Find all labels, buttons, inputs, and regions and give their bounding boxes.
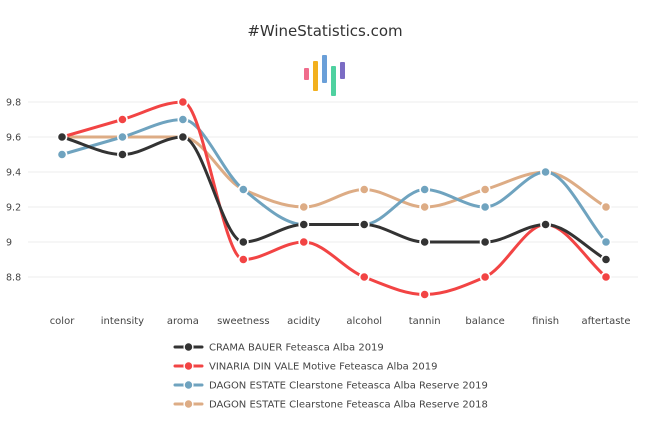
y-tick-label-9-8: 9.8 bbox=[6, 98, 21, 109]
x-tick-label-aftertaste: aftertaste bbox=[582, 316, 631, 327]
y-tick-label-9-4: 9.4 bbox=[6, 168, 21, 179]
point-3-aftertaste[interactable] bbox=[600, 236, 612, 248]
point-1-finish[interactable] bbox=[540, 219, 551, 230]
y-axis: 9.8 9.6 9.4 9.2 9 8.8 bbox=[6, 98, 21, 284]
x-tick-label-sweetness: sweetness bbox=[217, 316, 270, 327]
grid bbox=[28, 101, 638, 278]
x-tick-label-aroma: aroma bbox=[167, 316, 199, 327]
point-1-tannin[interactable] bbox=[419, 236, 431, 248]
point-1-balance[interactable] bbox=[479, 236, 491, 248]
point-4-acidity[interactable] bbox=[298, 201, 310, 213]
point-4-tannin[interactable] bbox=[419, 201, 431, 213]
series-1-crama-bauer-feteasca-alba-2019 bbox=[56, 131, 612, 265]
point-3-color[interactable] bbox=[56, 149, 68, 160]
legend-swatch-marker-2 bbox=[183, 360, 194, 372]
point-3-balance[interactable] bbox=[479, 201, 491, 213]
point-2-alcohol[interactable] bbox=[358, 271, 370, 283]
legend-item-2[interactable]: VINARIA DIN VALE Motive Feteasca Alba 20… bbox=[173, 360, 437, 373]
x-tick-label-balance: balance bbox=[465, 316, 504, 327]
x-tick-label-tannin: tannin bbox=[409, 316, 441, 327]
point-2-aroma[interactable] bbox=[177, 96, 189, 108]
point-1-acidity[interactable] bbox=[298, 219, 310, 230]
y-tick-label-9-6: 9.6 bbox=[6, 133, 21, 144]
legend-label-2: VINARIA DIN VALE Motive Feteasca Alba 20… bbox=[209, 362, 437, 373]
logo-bar-2 bbox=[313, 61, 318, 91]
legend-swatch-marker-4 bbox=[183, 398, 194, 410]
point-2-balance[interactable] bbox=[479, 271, 491, 283]
point-3-finish[interactable] bbox=[540, 166, 551, 178]
x-tick-label-finish: finish bbox=[532, 316, 559, 327]
point-1-aroma[interactable] bbox=[177, 131, 189, 143]
legend-item-3[interactable]: DAGON ESTATE Clearstone Feteasca Alba Re… bbox=[173, 379, 488, 392]
x-tick-label-alcohol: alcohol bbox=[346, 316, 382, 327]
x-tick-label-color: color bbox=[50, 316, 76, 327]
point-4-alcohol[interactable] bbox=[358, 184, 370, 195]
legend-item-1[interactable]: CRAMA BAUER Feteasca Alba 2019 bbox=[173, 341, 384, 354]
point-3-sweetness[interactable] bbox=[237, 184, 249, 195]
y-tick-label-9: 9 bbox=[6, 238, 12, 249]
point-2-tannin[interactable] bbox=[419, 289, 431, 300]
point-2-aftertaste[interactable] bbox=[600, 271, 612, 283]
legend-swatch-marker-3 bbox=[183, 379, 194, 391]
point-2-sweetness[interactable] bbox=[237, 254, 249, 265]
point-1-intensity[interactable] bbox=[117, 149, 128, 160]
point-3-intensity[interactable] bbox=[117, 131, 128, 143]
series-line-1 bbox=[60, 135, 608, 261]
series-line-2 bbox=[60, 100, 608, 296]
logo-bar-5 bbox=[340, 62, 345, 79]
point-1-aftertaste[interactable] bbox=[600, 254, 612, 265]
logo-bar-1 bbox=[304, 68, 309, 80]
x-tick-label-intensity: intensity bbox=[101, 316, 144, 327]
point-4-aftertaste[interactable] bbox=[600, 201, 612, 213]
y-tick-label-8-8: 8.8 bbox=[6, 273, 21, 284]
winestatistics-logo bbox=[304, 55, 345, 96]
point-1-sweetness[interactable] bbox=[237, 236, 249, 248]
y-tick-label-9-2: 9.2 bbox=[6, 203, 21, 214]
legend-item-4[interactable]: DAGON ESTATE Clearstone Feteasca Alba Re… bbox=[173, 398, 488, 411]
point-1-color[interactable] bbox=[56, 131, 68, 143]
logo-bar-4 bbox=[331, 66, 336, 96]
point-3-tannin[interactable] bbox=[419, 184, 431, 195]
point-2-intensity[interactable] bbox=[117, 114, 128, 125]
point-2-acidity[interactable] bbox=[298, 236, 310, 248]
legend: CRAMA BAUER Feteasca Alba 2019 VINARIA DI… bbox=[173, 341, 488, 411]
series-group bbox=[56, 96, 612, 300]
legend-swatch-marker-1 bbox=[183, 341, 194, 353]
point-4-balance[interactable] bbox=[479, 184, 491, 195]
point-3-aroma[interactable] bbox=[177, 114, 189, 125]
x-axis: color intensity aroma sweetness acidity alcoh… bbox=[50, 316, 631, 327]
x-tick-label-acidity: acidity bbox=[287, 316, 320, 327]
legend-label-3: DAGON ESTATE Clearstone Feteasca Alba Re… bbox=[209, 381, 488, 392]
logo-bar-3 bbox=[322, 55, 327, 83]
chart-title: #WineStatistics.com bbox=[247, 22, 402, 40]
series-line-4 bbox=[60, 135, 608, 209]
legend-label-4: DAGON ESTATE Clearstone Feteasca Alba Re… bbox=[209, 400, 488, 411]
point-1-alcohol[interactable] bbox=[358, 219, 370, 230]
legend-label-1: CRAMA BAUER Feteasca Alba 2019 bbox=[209, 343, 384, 354]
